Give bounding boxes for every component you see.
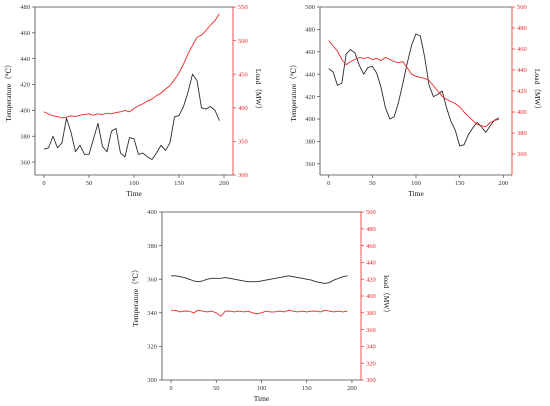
x-tick-label: 0	[327, 180, 330, 187]
y-left-tick-label: 360	[20, 159, 30, 166]
y-right-tick-label: 320	[366, 360, 376, 367]
y-left-tick-label: 320	[147, 344, 157, 351]
y-right-tick-label: 400	[366, 293, 376, 300]
y-right-tick-label: 380	[366, 310, 376, 317]
chart-3: 0 50 100 150 200 300 320 340 360 380 400 300 320 340 3…	[131, 209, 391, 403]
x-tick-label: 200	[347, 385, 357, 392]
y-left-tick-label: 440	[305, 71, 315, 78]
y-left-tick-label: 380	[147, 243, 157, 250]
y-left-tick-label: 480	[20, 4, 30, 11]
y-left-tick-label: 380	[305, 139, 315, 146]
y-left-tick-label: 300	[147, 377, 157, 384]
y-right-tick-label: 500	[366, 209, 376, 216]
y-left-axis-title: Temperature（℃）	[289, 60, 298, 121]
y-right-tick-label: 500	[238, 38, 248, 45]
y-left-tick-label: 400	[20, 108, 30, 115]
y-left-tick-label: 420	[20, 82, 30, 89]
x-tick-label: 150	[455, 180, 465, 187]
y-left-tick-label: 380	[20, 133, 30, 140]
y-left-tick-label: 360	[147, 276, 157, 283]
x-tick-label: 200	[219, 180, 229, 187]
chart-1: 0 50 100 150 200 360 380 400 420 440 460 480 300 350 4…	[4, 4, 263, 198]
y-right-tick-label: 440	[517, 67, 527, 74]
y-left-tick-label: 460	[305, 49, 315, 56]
y-right-tick-label: 480	[517, 25, 527, 32]
y-right-tick-label: 380	[517, 130, 527, 137]
y-right-tick-label: 480	[366, 226, 376, 233]
y-right-tick-label: 360	[517, 151, 527, 158]
y-right-tick-label: 340	[366, 344, 376, 351]
x-axis-title: Time	[126, 189, 142, 198]
y-left-tick-label: 460	[20, 30, 30, 37]
load-series-line	[43, 13, 220, 119]
y-right-tick-label: 460	[366, 243, 376, 250]
y-right-tick-label: 420	[366, 276, 376, 283]
x-tick-label: 50	[86, 180, 93, 187]
y-right-tick-label: 360	[366, 327, 376, 334]
x-tick-label: 0	[169, 385, 172, 392]
y-right-axis-title: load（MW）	[382, 275, 391, 317]
temperature-series-line	[43, 73, 220, 160]
temperature-series-line	[328, 33, 500, 147]
y-right-tick-label: 350	[238, 139, 248, 146]
y-left-axis-title: Temperature（℃）	[131, 265, 140, 326]
y-left-tick-label: 420	[305, 94, 315, 101]
y-left-axis-title: Temperature（℃）	[4, 60, 13, 121]
y-right-tick-label: 400	[238, 105, 248, 112]
x-tick-label: 200	[498, 180, 508, 187]
load-series-line	[171, 309, 348, 317]
y-right-axis-title: Load（MW）	[254, 69, 263, 113]
y-right-tick-label: 400	[517, 109, 527, 116]
y-left-tick-label: 400	[147, 209, 157, 216]
chart-2: 0 50 100 150 200 360 380 400 420 440 460 480 500 360 3…	[289, 4, 542, 198]
x-axis-title: Time	[254, 394, 270, 403]
y-right-tick-label: 420	[517, 88, 527, 95]
y-left-tick-label: 340	[147, 310, 157, 317]
y-right-tick-label: 500	[517, 4, 527, 11]
y-right-tick-label: 300	[366, 377, 376, 384]
y-left-tick-label: 400	[305, 116, 315, 123]
y-left-tick-label: 440	[20, 56, 30, 63]
y-left-tick-label: 480	[305, 27, 315, 34]
temperature-series-line	[171, 275, 348, 284]
x-tick-label: 100	[129, 180, 139, 187]
x-tick-label: 150	[174, 180, 184, 187]
y-right-tick-label: 550	[238, 4, 248, 11]
x-tick-label: 50	[213, 385, 220, 392]
y-right-tick-label: 450	[238, 71, 248, 78]
x-tick-label: 100	[257, 385, 267, 392]
y-right-tick-label: 440	[366, 260, 376, 267]
load-series-line	[328, 40, 500, 128]
x-tick-label: 50	[369, 180, 376, 187]
y-left-tick-label: 500	[305, 4, 315, 11]
x-tick-label: 0	[42, 180, 45, 187]
x-tick-label: 100	[411, 180, 421, 187]
y-right-tick-label: 460	[517, 46, 527, 53]
x-axis-title: Time	[408, 189, 424, 198]
y-right-tick-label: 300	[238, 172, 248, 179]
x-tick-label: 150	[302, 385, 312, 392]
y-right-axis-title: Load（MW）	[533, 69, 542, 113]
y-left-tick-label: 360	[305, 161, 315, 168]
